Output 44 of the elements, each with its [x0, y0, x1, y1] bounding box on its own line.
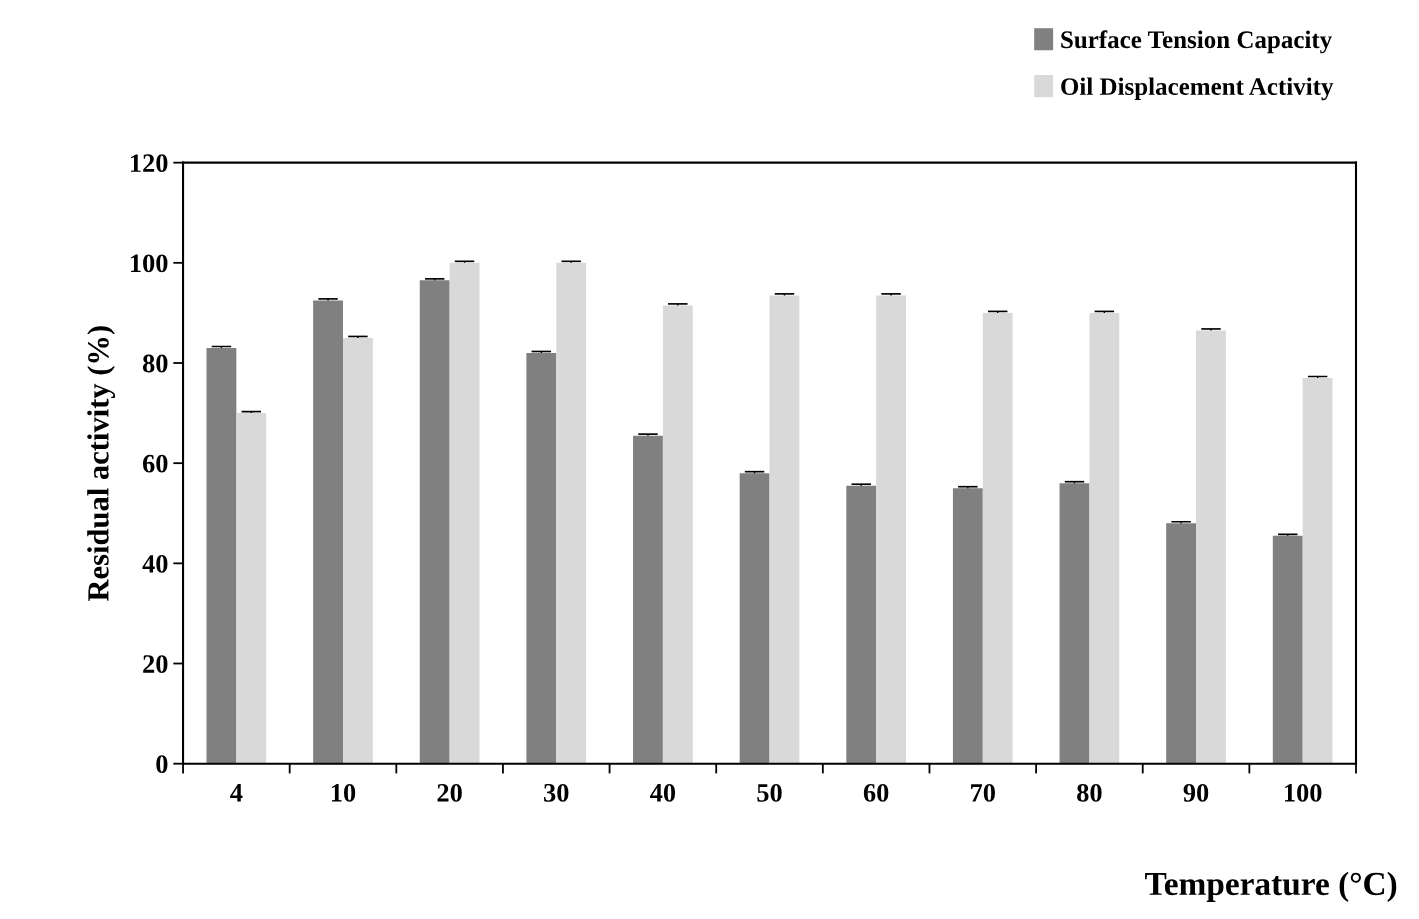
bar: [1059, 483, 1090, 764]
x-tick-label: 80: [1077, 783, 1102, 802]
bar: [1272, 535, 1303, 764]
x-tick-label: 4: [230, 784, 243, 802]
bar: [633, 435, 663, 764]
bar: [419, 280, 450, 764]
bar: [526, 352, 557, 764]
bar: [662, 305, 693, 764]
y-tick-label: 80: [142, 354, 168, 373]
x-tick-label: 70: [971, 783, 995, 802]
bar: [876, 295, 907, 764]
x-tick-label: 90: [1183, 783, 1209, 802]
bar: [343, 337, 373, 764]
bar: [206, 347, 237, 764]
y-tick-label: 0: [156, 755, 168, 774]
bar: [236, 413, 267, 764]
bar: [556, 262, 587, 764]
y-tick-label: 100: [131, 254, 168, 273]
bar: [739, 473, 770, 764]
y-tick-label: 40: [142, 554, 168, 573]
bar: [982, 312, 1013, 764]
x-tick-label: 30: [544, 783, 569, 802]
x-tick-label: 60: [863, 783, 889, 802]
legend-label: Surface Tension Capacity: [1061, 30, 1332, 54]
y-tick-label: 120: [131, 154, 168, 173]
x-axis-title: Temperature (°C): [1145, 871, 1397, 902]
y-tick-label: 20: [143, 655, 168, 673]
x-tick-label: 20: [437, 783, 462, 802]
legend-label: Oil Displacement Activity: [1061, 77, 1334, 101]
bar: [313, 300, 343, 764]
x-tick-label: 40: [650, 783, 676, 802]
x-tick-label: 50: [757, 783, 782, 802]
y-tick-label: 60: [142, 454, 168, 473]
bar: [769, 295, 800, 764]
bar: [449, 262, 480, 764]
bar: [846, 485, 877, 764]
bar: [952, 488, 983, 764]
bar: [1166, 523, 1197, 764]
x-tick-label: 100: [1285, 783, 1322, 802]
bar: [1302, 378, 1333, 764]
bar: [1196, 330, 1226, 764]
y-axis-title: Residual activity (%): [87, 326, 115, 601]
x-tick-label: 10: [331, 783, 356, 802]
bar: [1089, 312, 1120, 764]
